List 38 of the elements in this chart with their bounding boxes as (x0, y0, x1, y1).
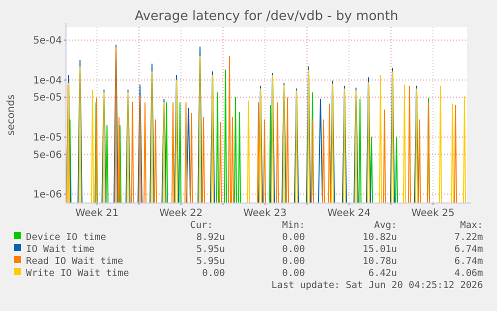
text: 6.74m (454, 244, 484, 255)
text: 0.00 (282, 232, 306, 243)
legend-label: Write IO Wait time (26, 268, 130, 279)
text: 7.22m (454, 232, 484, 243)
y-tick-label: 1e-06 (33, 190, 62, 201)
text: 8.92u (196, 232, 225, 243)
y-tick-label: 1e-04 (33, 76, 62, 87)
text: 6.74m (454, 256, 484, 267)
text: Max: (460, 220, 483, 231)
x-tick-label: Week 24 (327, 208, 371, 219)
text: 0.00 (282, 268, 306, 279)
x-tick-label: Week 22 (159, 208, 203, 219)
y-tick-label: 1e-05 (33, 132, 62, 144)
y-tick-label: 5e-06 (33, 150, 62, 161)
text: 5.95u (196, 256, 225, 267)
legend-label: Read IO Wait time (26, 256, 124, 267)
text: 0.00 (282, 256, 306, 267)
text: 6.42u (368, 268, 397, 279)
legend-label: IO Wait time (26, 244, 95, 255)
text: Last update: Sat Jun 20 04:25:12 2026 (271, 280, 484, 291)
x-tick-label: Week 23 (243, 208, 287, 219)
text: 0.00 (282, 244, 306, 255)
y-tick-label: 5e-04 (33, 36, 62, 47)
text: 10.82u (362, 232, 397, 243)
text: Min: (282, 220, 305, 231)
x-tick-label: Week 21 (75, 208, 119, 219)
text: 15.01u (362, 244, 397, 255)
text: 0.00 (202, 268, 226, 279)
y-tick-label: 5e-05 (33, 92, 62, 104)
chart-title: Average latency for /dev/vdb - by month (134, 9, 398, 24)
text: 4.06m (454, 268, 484, 279)
text: Avg: (374, 220, 397, 231)
text: Cur: (190, 220, 213, 231)
legend-label: Device IO time (26, 232, 106, 243)
x-tick-label: Week 25 (411, 208, 455, 219)
text: 5.95u (196, 244, 225, 255)
y-axis-title: seconds (6, 94, 17, 136)
text: 10.78u (362, 256, 397, 267)
